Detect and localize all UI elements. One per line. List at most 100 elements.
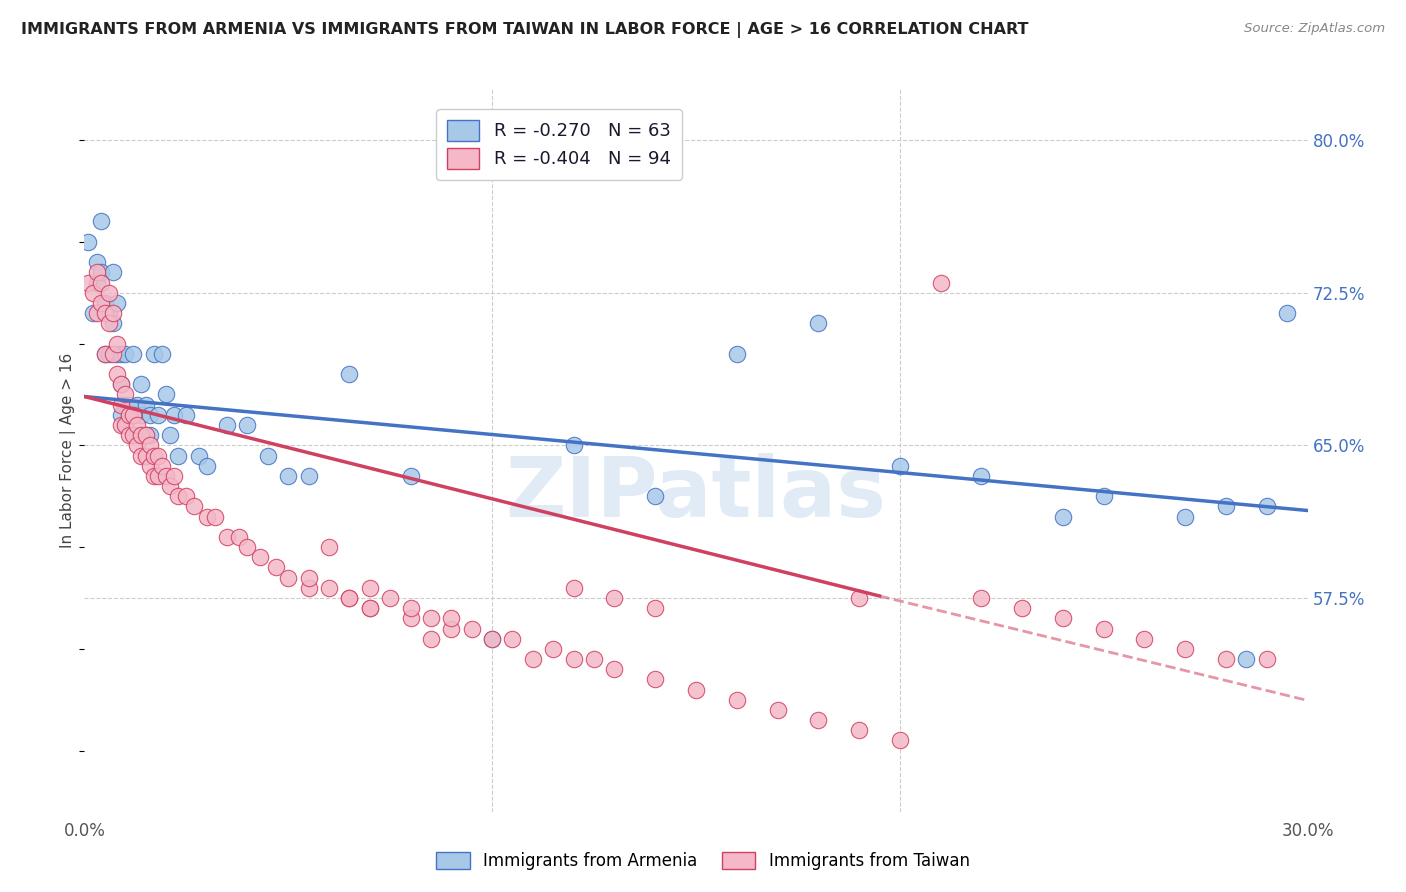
Point — [562, 581, 585, 595]
Point — [399, 469, 422, 483]
Point — [1277, 306, 1299, 320]
Point — [644, 489, 666, 503]
Point — [127, 428, 149, 442]
Point — [131, 408, 153, 422]
Point — [90, 265, 112, 279]
Point — [249, 550, 271, 565]
Point — [339, 591, 361, 605]
Point — [174, 489, 197, 503]
Point — [131, 449, 153, 463]
Point — [1052, 509, 1074, 524]
Point — [1174, 641, 1197, 656]
Point — [277, 571, 299, 585]
Point — [97, 347, 120, 361]
Point — [105, 367, 128, 381]
Point — [118, 398, 141, 412]
Point — [1215, 500, 1237, 514]
Point — [163, 408, 186, 422]
Point — [86, 306, 108, 320]
Point — [122, 428, 145, 442]
Point — [298, 581, 321, 595]
Point — [155, 469, 177, 483]
Point — [766, 703, 789, 717]
Point — [118, 408, 141, 422]
Point — [603, 591, 626, 605]
Point — [502, 632, 524, 646]
Point — [1092, 622, 1115, 636]
Point — [135, 398, 157, 412]
Point — [562, 438, 585, 452]
Point — [318, 540, 340, 554]
Text: IMMIGRANTS FROM ARMENIA VS IMMIGRANTS FROM TAIWAN IN LABOR FORCE | AGE > 16 CORR: IMMIGRANTS FROM ARMENIA VS IMMIGRANTS FR… — [21, 22, 1029, 38]
Point — [204, 509, 226, 524]
Legend: R = -0.270   N = 63, R = -0.404   N = 94: R = -0.270 N = 63, R = -0.404 N = 94 — [436, 109, 682, 179]
Point — [522, 652, 544, 666]
Point — [807, 713, 830, 727]
Point — [77, 276, 100, 290]
Point — [1092, 489, 1115, 503]
Point — [339, 367, 361, 381]
Point — [420, 611, 443, 625]
Point — [461, 622, 484, 636]
Point — [77, 235, 100, 249]
Point — [167, 489, 190, 503]
Point — [114, 417, 136, 432]
Point — [298, 469, 321, 483]
Point — [82, 285, 104, 300]
Point — [159, 428, 181, 442]
Point — [138, 428, 160, 442]
Point — [1215, 652, 1237, 666]
Point — [440, 622, 463, 636]
Point — [155, 387, 177, 401]
Point — [163, 469, 186, 483]
Point — [138, 438, 160, 452]
Point — [150, 458, 173, 473]
Point — [101, 316, 124, 330]
Point — [114, 417, 136, 432]
Point — [93, 306, 115, 320]
Point — [122, 408, 145, 422]
Point — [725, 693, 748, 707]
Point — [359, 581, 381, 595]
Point — [142, 469, 165, 483]
Point — [583, 652, 606, 666]
Point — [118, 428, 141, 442]
Point — [118, 408, 141, 422]
Point — [101, 265, 124, 279]
Point — [970, 591, 993, 605]
Point — [187, 449, 209, 463]
Point — [127, 417, 149, 432]
Point — [135, 428, 157, 442]
Point — [138, 458, 160, 473]
Text: ZIPatlas: ZIPatlas — [506, 453, 886, 534]
Point — [644, 673, 666, 687]
Point — [1256, 500, 1278, 514]
Point — [110, 377, 132, 392]
Point — [90, 214, 112, 228]
Point — [167, 449, 190, 463]
Point — [929, 276, 952, 290]
Point — [101, 347, 124, 361]
Y-axis label: In Labor Force | Age > 16: In Labor Force | Age > 16 — [60, 353, 76, 548]
Point — [644, 601, 666, 615]
Point — [543, 641, 565, 656]
Point — [97, 316, 120, 330]
Point — [138, 408, 160, 422]
Point — [90, 276, 112, 290]
Point — [359, 601, 381, 615]
Point — [257, 449, 280, 463]
Point — [142, 347, 165, 361]
Point — [82, 306, 104, 320]
Point — [807, 316, 830, 330]
Point — [685, 682, 707, 697]
Point — [110, 377, 132, 392]
Point — [264, 560, 287, 574]
Point — [380, 591, 402, 605]
Point — [399, 601, 422, 615]
Point — [127, 438, 149, 452]
Point — [110, 417, 132, 432]
Point — [420, 632, 443, 646]
Point — [105, 296, 128, 310]
Point — [101, 306, 124, 320]
Point — [114, 398, 136, 412]
